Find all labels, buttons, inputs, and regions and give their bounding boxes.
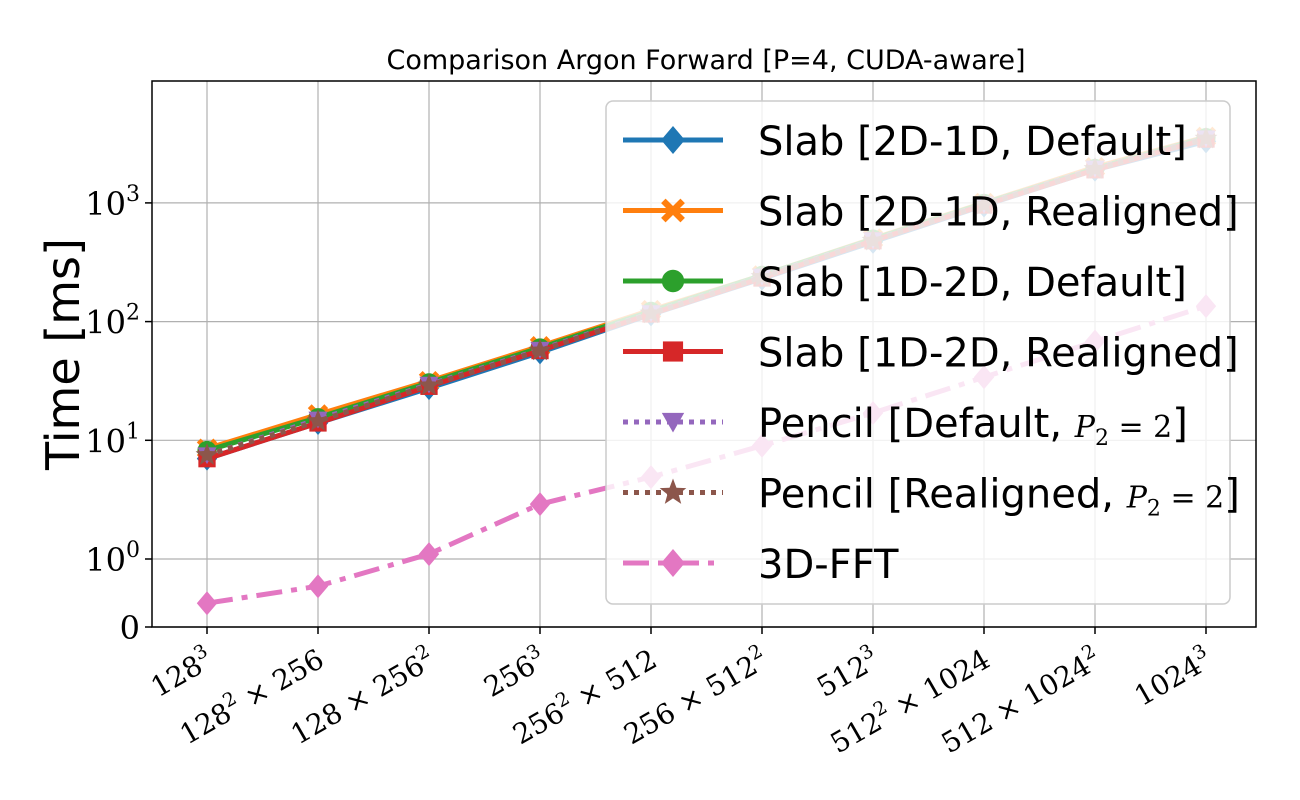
marker-star xyxy=(528,338,552,361)
legend-entry: Slab [1D-2D, Default] xyxy=(623,260,1187,306)
marker-diamond xyxy=(661,549,685,577)
marker-circle xyxy=(661,269,685,293)
y-tick-label: 100 xyxy=(85,538,140,579)
legend-label: Slab [2D-1D, Default] xyxy=(758,119,1187,165)
y-tick-label: 102 xyxy=(85,301,140,342)
legend-label: Slab [1D-2D, Default] xyxy=(758,260,1187,306)
legend-entry: Slab [2D-1D, Default] xyxy=(623,119,1187,165)
x-tick-label: 2563 xyxy=(477,640,552,704)
legend: Slab [2D-1D, Default] Slab [2D-1D, Realig… xyxy=(605,100,1240,605)
legend-label: 3D-FFT xyxy=(758,542,899,588)
marker-star xyxy=(195,443,219,465)
legend-label: Pencil [Default, P2 = 2] xyxy=(758,401,1188,451)
x-tick-label: 5123 xyxy=(810,640,885,704)
legend-label: Slab [2D-1D, Realigned] xyxy=(758,190,1239,236)
y-tick-label: 101 xyxy=(85,419,140,460)
marker-square xyxy=(662,341,684,362)
marker-diamond xyxy=(307,574,329,599)
marker-x-filled xyxy=(661,198,685,223)
y-tick-label: 103 xyxy=(85,182,140,223)
x-tick-label: 10243 xyxy=(1127,640,1217,713)
marker-triangle-down xyxy=(661,412,685,433)
legend-frame xyxy=(605,100,1231,605)
legend-label: Slab [1D-2D, Realigned] xyxy=(758,331,1239,377)
y-tick-label: 0 xyxy=(120,609,140,647)
marker-diamond xyxy=(529,492,551,517)
y-axis-label: Time [ms] xyxy=(36,238,90,471)
legend-entry: 3D-FFT xyxy=(623,542,899,588)
legend-entry: Slab [2D-1D, Realigned] xyxy=(623,190,1239,236)
chart-title: Comparison Argon Forward [P=4, CUDA-awar… xyxy=(386,45,1025,76)
marker-diamond xyxy=(661,126,685,154)
marker-diamond xyxy=(196,591,218,616)
marker-star xyxy=(417,373,441,396)
legend-entry: Slab [1D-2D, Realigned] xyxy=(623,331,1239,377)
plot-frame xyxy=(151,80,1257,628)
legend-label: Pencil [Realigned, P2 = 2] xyxy=(758,472,1240,522)
x-tick-label: 1283 xyxy=(144,640,219,704)
legend-entry: Pencil [Realigned, P2 = 2] xyxy=(623,472,1240,522)
marker-star xyxy=(659,478,687,504)
marker-diamond xyxy=(418,542,440,567)
marker-star xyxy=(306,409,330,431)
legend-entry: Pencil [Default, P2 = 2] xyxy=(623,401,1188,451)
y-ticks: 0 100 101 102 103 xyxy=(85,182,152,647)
